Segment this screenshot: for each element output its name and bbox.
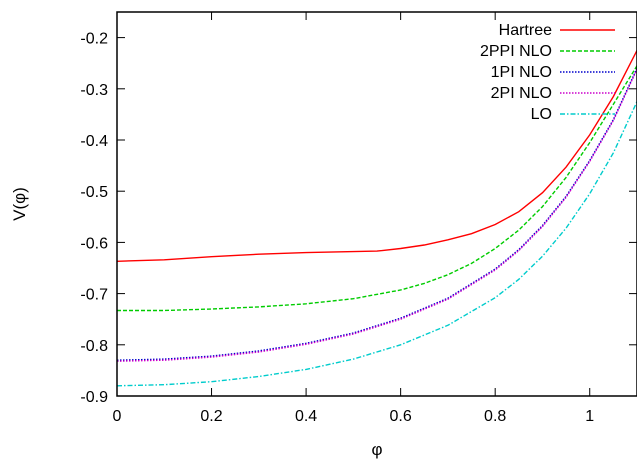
- series-line-2ppi-nlo: [117, 65, 637, 312]
- legend-label: 1PI NLO: [491, 64, 552, 81]
- y-tick-label: -0.7: [80, 287, 108, 304]
- x-tick-label: 1: [585, 408, 594, 425]
- y-tick-label: -0.4: [80, 133, 108, 150]
- legend-label: Hartree: [499, 22, 552, 39]
- x-tick-label: 0.2: [200, 408, 222, 425]
- y-tick-label: -0.8: [80, 338, 108, 355]
- x-axis-label: φ: [371, 440, 382, 459]
- plot-series: [117, 50, 637, 387]
- x-tick-label: 0.8: [484, 408, 506, 425]
- y-tick-label: -0.9: [80, 389, 108, 406]
- y-tick-label: -0.5: [80, 184, 108, 201]
- x-tick-label: 0.4: [295, 408, 317, 425]
- y-tick-label: -0.6: [80, 235, 108, 252]
- axis-ticks: [116, 12, 637, 397]
- y-tick-label: -0.2: [80, 31, 108, 48]
- tick-labels: -0.9 -0.8 -0.7 -0.6 -0.5 -0.4 -0.3 -0.2 0 0.2 0.4 0…: [80, 31, 594, 425]
- series-line-lo: [117, 101, 637, 387]
- legend-label: LO: [531, 106, 552, 123]
- legend: Hartree 2PPI NLO 1PI NLO 2PI NLO LO: [480, 22, 615, 123]
- series-line-2pi-nlo: [117, 69, 637, 362]
- x-tick-label: 0: [113, 408, 122, 425]
- legend-label: 2PPI NLO: [480, 43, 552, 60]
- series-line-hartree: [117, 50, 637, 262]
- legend-label: 2PI NLO: [491, 85, 552, 102]
- plot-frame: [116, 11, 637, 397]
- y-axis-label: V(φ): [10, 187, 29, 221]
- x-tick-label: 0.6: [390, 408, 412, 425]
- y-tick-label: -0.3: [80, 82, 108, 99]
